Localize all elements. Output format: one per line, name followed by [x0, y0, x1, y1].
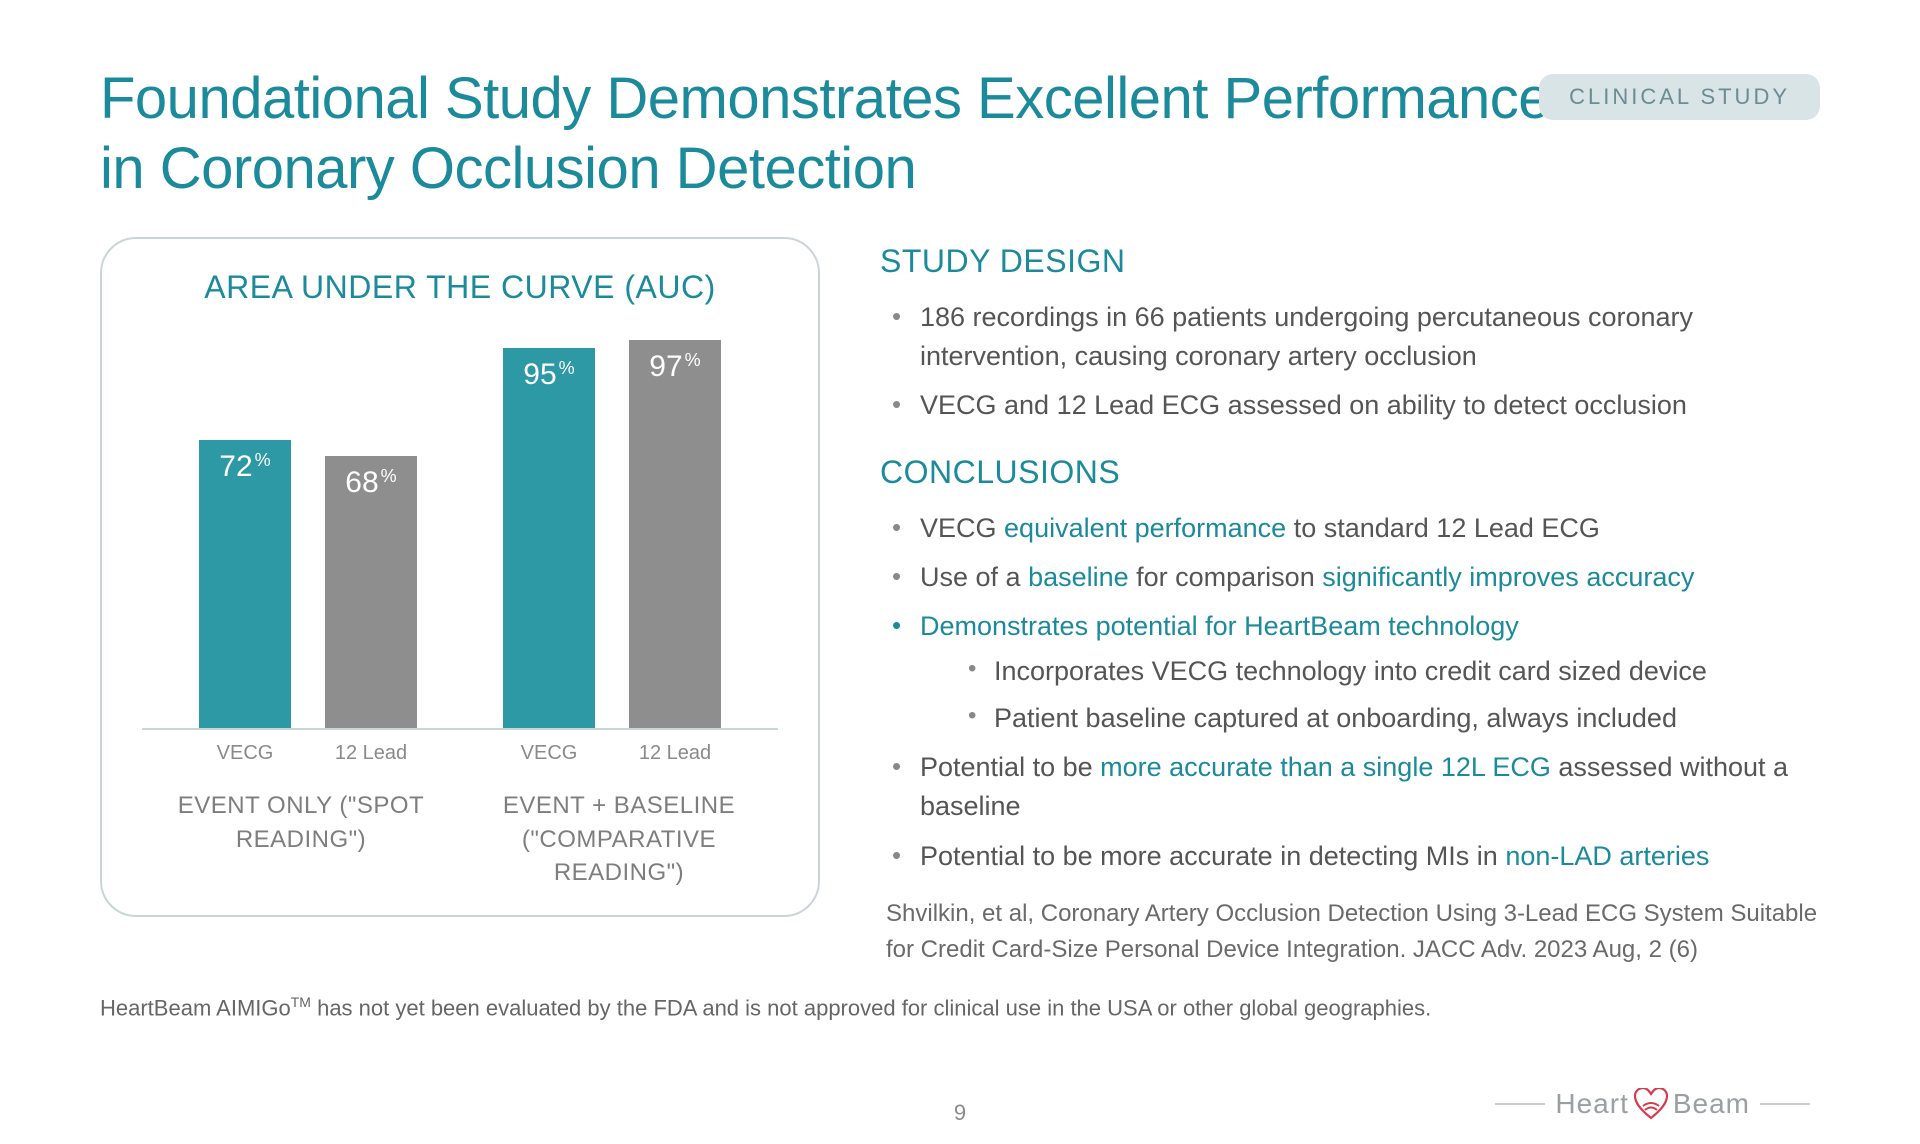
chart-group-titles: EVENT ONLY ("SPOT READING") EVENT + BASEL… [142, 789, 778, 890]
list-item: Incorporates VECG technology into credit… [964, 652, 1820, 691]
axis-label: VECG [199, 742, 291, 765]
group-label: EVENT ONLY ("SPOT READING") [161, 789, 441, 890]
citation: Shvilkin, et al, Coronary Artery Occlusi… [880, 896, 1820, 968]
list-item: Potential to be more accurate in detecti… [886, 837, 1820, 876]
axis-label: 12 Lead [629, 742, 721, 765]
list-item: Potential to be more accurate than a sin… [886, 748, 1820, 826]
category-badge: CLINICAL STUDY [1539, 74, 1820, 120]
chart-bar: 68% [325, 456, 417, 728]
list-item: VECG equivalent performance to standard … [886, 509, 1820, 548]
conclusions-list: VECG equivalent performance to standard … [880, 509, 1820, 876]
auc-chart-card: AREA UNDER THE CURVE (AUC) 72%68%95%97% … [100, 237, 820, 917]
chart-bar: 72% [199, 440, 291, 728]
list-item: VECG and 12 Lead ECG assessed on ability… [886, 386, 1820, 425]
list-item: Use of a baseline for comparison signifi… [886, 558, 1820, 597]
chart-axis-labels: VECG 12 Lead VECG 12 Lead [142, 742, 778, 765]
list-item: Demonstrates potential for HeartBeam tec… [886, 607, 1820, 738]
conclusions-heading: CONCLUSIONS [880, 454, 1820, 491]
axis-label: VECG [503, 742, 595, 765]
chart-title: AREA UNDER THE CURVE (AUC) [142, 269, 778, 306]
group-label: EVENT + BASELINE ("COMPARATIVE READING") [479, 789, 759, 890]
disclaimer-footnote: HeartBeam AIMIGoTM has not yet been eval… [100, 994, 1820, 1021]
study-design-list: 186 recordings in 66 patients undergoing… [880, 298, 1820, 425]
study-design-heading: STUDY DESIGN [880, 243, 1820, 280]
chart-bar: 95% [503, 348, 595, 728]
heart-icon [1633, 1088, 1669, 1120]
chart-bar: 97% [629, 340, 721, 728]
list-item: Patient baseline captured at onboarding,… [964, 699, 1820, 738]
text-content: STUDY DESIGN 186 recordings in 66 patien… [880, 237, 1820, 968]
heartbeam-logo: Heart Beam [1485, 1088, 1820, 1120]
list-item: 186 recordings in 66 patients undergoing… [886, 298, 1820, 376]
axis-label: 12 Lead [325, 742, 417, 765]
chart-area: 72% 68% 95% 97% [142, 314, 778, 730]
